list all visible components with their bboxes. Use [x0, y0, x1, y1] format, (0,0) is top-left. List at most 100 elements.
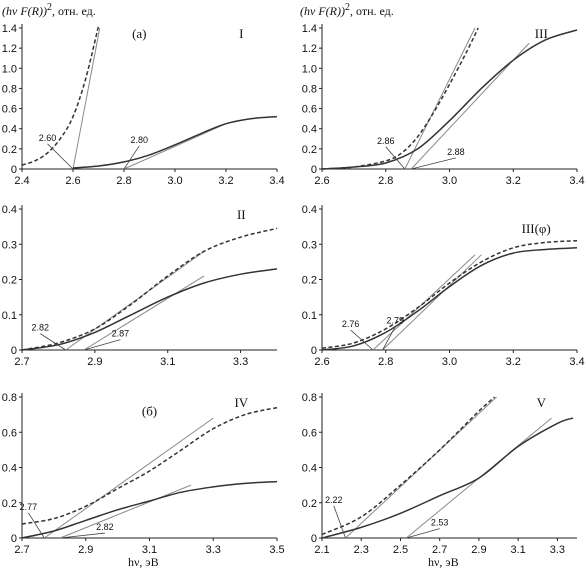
- x-tick-label: 3.0: [442, 175, 457, 187]
- annotation-label: 2.53: [431, 518, 449, 528]
- x-tick-label: 2.3: [354, 544, 369, 556]
- x-tick-label: 2.9: [78, 544, 93, 556]
- x-tick-label: 2.8: [378, 175, 393, 187]
- annotation-leader-line: [411, 157, 456, 170]
- x-tick-label: 2.8: [116, 175, 131, 187]
- y-tick-label: 0.4: [2, 204, 17, 216]
- y-tick-label: 1.2: [302, 43, 317, 55]
- y-tick-label: 1.4: [302, 23, 317, 35]
- x-tick-label: 3.0: [442, 356, 457, 368]
- panel-sublabel: (б): [142, 403, 157, 418]
- tangent-fit-line: [72, 27, 101, 170]
- panel-label: V: [537, 395, 547, 410]
- x-tick-label: 3.4: [569, 356, 584, 368]
- y-tick-label: 0.1: [2, 310, 17, 322]
- y-tick-label: 0.4: [2, 463, 17, 475]
- panel-label: I: [239, 26, 243, 41]
- tangent-fit-line: [60, 484, 192, 539]
- y-axis-header-left: (hν F(R))2, отн. ед.: [2, 2, 96, 18]
- annotation-leader-line: [333, 505, 346, 539]
- x-tick-label: 3.3: [206, 544, 221, 556]
- annotation-label: 2.77: [20, 502, 38, 512]
- annotation-label: 2.82: [31, 323, 49, 333]
- dashed-series-line: [21, 25, 100, 166]
- y-tick-label: 0.2: [302, 498, 317, 510]
- x-tick-label: 2.6: [65, 175, 80, 187]
- annotation-label: 2.79: [387, 316, 405, 326]
- x-tick-label: 2.7: [14, 356, 29, 368]
- solid-series-line: [21, 480, 278, 539]
- x-tick-label: 3.1: [511, 544, 526, 556]
- y-tick-label: 1.2: [2, 43, 17, 55]
- x-tick-label: 2.9: [87, 356, 102, 368]
- x-tick-label: 3.2: [218, 175, 233, 187]
- y-tick-label: 0: [11, 345, 17, 357]
- tangent-fit-line: [382, 254, 482, 351]
- solid-series-line: [321, 29, 578, 170]
- tangent-fit-line: [123, 123, 227, 170]
- x-tick-label: 3.2: [506, 356, 521, 368]
- y-tick-label: 0.6: [2, 104, 17, 116]
- y-tick-label: 0.2: [2, 144, 17, 156]
- y-tick-label: 0: [11, 533, 17, 545]
- x-axis-label-left: hν, эВ: [128, 555, 159, 569]
- annotation-label: 2.60: [39, 133, 57, 143]
- annotation-leader-line: [385, 146, 406, 170]
- solid-series-line: [321, 417, 574, 539]
- y-tick-label: 0.8: [302, 392, 317, 404]
- x-tick-label: 2.5: [393, 544, 408, 556]
- annotation-leader-line: [123, 145, 140, 170]
- annotation-leader-line: [406, 528, 440, 539]
- y-tick-label: 0.6: [2, 427, 17, 439]
- x-tick-label: 2.9: [471, 544, 486, 556]
- x-tick-label: 2.6: [314, 356, 329, 368]
- x-tick-label: 2.7: [432, 544, 447, 556]
- y-tick-label: 1.0: [2, 63, 17, 75]
- tangent-fit-line: [83, 275, 205, 351]
- x-tick-label: 3.2: [506, 175, 521, 187]
- y-tick-label: 0.6: [302, 427, 317, 439]
- y-tick-label: 0.3: [2, 239, 17, 251]
- panel-label: IV: [234, 395, 248, 410]
- x-tick-label: 2.1: [314, 544, 329, 556]
- annotation-leader-line: [39, 333, 66, 351]
- y-tick-label: 0.4: [2, 124, 17, 136]
- x-tick-label: 3.3: [550, 544, 565, 556]
- y-tick-label: 0.2: [2, 498, 17, 510]
- x-tick-label: 2.4: [14, 175, 29, 187]
- x-tick-label: 2.6: [314, 175, 329, 187]
- dashed-series-line: [21, 227, 278, 351]
- x-tick-label: 3.1: [160, 356, 175, 368]
- y-tick-label: 0.8: [2, 392, 17, 404]
- y-tick-label: 0.2: [302, 144, 317, 156]
- solid-series-line: [321, 247, 578, 351]
- y-tick-label: 0: [311, 345, 317, 357]
- x-tick-label: 3.3: [233, 356, 248, 368]
- annotation-label: 2.88: [447, 147, 465, 157]
- x-tick-label: 3.1: [142, 544, 157, 556]
- y-tick-label: 0.4: [302, 124, 317, 136]
- annotation-label: 2.86: [377, 136, 395, 146]
- y-tick-label: 0.1: [302, 310, 317, 322]
- solid-series-line: [21, 268, 278, 351]
- annotation-leader-line: [350, 329, 374, 351]
- x-axis-label-right: hν, эВ: [428, 555, 459, 569]
- y-tick-label: 1.0: [302, 63, 317, 75]
- annotation-leader-line: [60, 532, 105, 539]
- x-tick-label: 3.4: [569, 175, 584, 187]
- tangent-fit-line: [44, 417, 214, 539]
- y-tick-label: 0.4: [302, 463, 317, 475]
- annotation-label: 2.82: [96, 522, 114, 532]
- x-tick-label: 2.8: [378, 356, 393, 368]
- annotation-label: 2.76: [342, 319, 360, 329]
- annotation-leader-line: [47, 143, 74, 170]
- solid-series-line: [72, 115, 278, 169]
- panel-label: II: [237, 207, 246, 222]
- annotation-leader-line: [28, 512, 45, 539]
- x-tick-label: 2.7: [14, 544, 29, 556]
- dashed-series-line: [321, 396, 496, 536]
- x-tick-label: 3.0: [167, 175, 182, 187]
- y-tick-label: 0.2: [302, 275, 317, 287]
- annotation-leader-line: [83, 339, 121, 351]
- dashed-series-line: [321, 239, 578, 349]
